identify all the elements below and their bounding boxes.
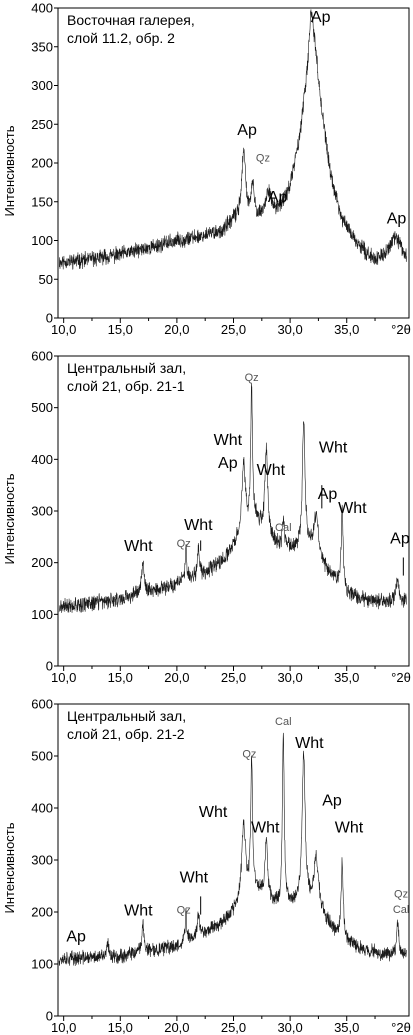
plot-frame [57,703,410,1017]
peak-label-wht: Wht [124,903,153,920]
peak-label-wht: Wht [295,735,324,752]
x-tick-label: 10,0 [51,670,76,685]
x-unit-label: °2θ [391,1020,411,1035]
y-tick-label: 0 [46,311,53,326]
peak-label-wht: Wht [184,517,213,534]
x-tick-label: 30,0 [277,1020,302,1035]
panel-title-line: слой 11.2, обр. 2 [67,30,175,46]
peak-label-qz: Qz [177,538,191,550]
x-unit-label: °2θ [391,670,411,685]
y-tick-label: 200 [31,555,53,570]
peak-label-wht: Wht [124,538,153,555]
y-tick-label: 0 [46,659,53,674]
xrd-panel-2: 0 100 200 300 400 500 600 10,0 15,0 20,0 25,0 30,0 3… [2,349,411,686]
y-axis-label: Интенсивность [2,125,17,216]
x-tick-label: 25,0 [221,670,246,685]
x-tick-label: 20,0 [164,670,189,685]
x-tick-label: 15,0 [108,670,133,685]
diffraction-pattern [58,732,407,966]
peak-label-ap: Ap [322,792,342,809]
peak-label-wht: Wht [319,440,348,457]
y-tick-label: 300 [31,504,53,519]
y-tick-label: 400 [31,452,53,467]
peak-label-ap: Ap [390,531,410,548]
panel-title-line: слой 21, обр. 21-2 [67,726,185,742]
y-axis-label: Интенсивность [2,822,17,913]
peak-label-cal: Cal [275,716,292,728]
y-tick-label: 300 [31,78,53,93]
plot-frame [57,7,410,319]
peak-label-ap: Ap [387,210,407,227]
y-tick-label: 500 [31,400,53,415]
peak-label-wht: Wht [180,869,209,886]
y-tick-label: 0 [46,1009,53,1024]
peak-label-ap: Ap [218,455,238,472]
peak-label-qz: Qz [242,749,256,761]
y-tick-label: 500 [31,749,53,764]
y-tick-label: 200 [31,156,53,171]
xrd-panel-1: 0 50 100 150 200 250 300 350 400 10,0 15,0 20,0 25,0… [2,1,411,338]
x-tick-label: 35,0 [334,670,359,685]
y-tick-label: 400 [31,801,53,816]
x-tick-label: 15,0 [108,1020,133,1035]
panel-title-line: Центральный зал, [67,708,186,724]
x-tick-label: 35,0 [334,1020,359,1035]
panel-title-line: Восточная галерея, [67,12,195,28]
x-tick-label: 15,0 [108,322,133,337]
peak-label-cal: Cal [275,522,292,534]
y-tick-label: 100 [31,233,53,248]
x-unit-label: °2θ [391,322,411,337]
y-tick-label: 50 [39,272,53,287]
panel-title-line: Центральный зал, [67,360,186,376]
x-tick-label: 35,0 [334,322,359,337]
y-tick-label: 600 [31,349,53,364]
plot-frame [57,355,410,667]
peak-label-wht: Wht [257,462,286,479]
y-tick-label: 250 [31,117,53,132]
peak-label-wht: Wht [338,500,367,517]
peak-label-qz: Qz [177,905,191,917]
y-tick-label: 100 [31,957,53,972]
y-tick-label: 350 [31,39,53,54]
y-tick-label: 600 [31,697,53,712]
x-tick-label: 20,0 [164,1020,189,1035]
x-tick-label: 20,0 [164,322,189,337]
y-axis-label: Интенсивность [2,473,17,564]
x-tick-label: 10,0 [51,1020,76,1035]
x-tick-label: 30,0 [277,670,302,685]
peak-label-ap: Ap [66,929,86,946]
y-tick-label: 200 [31,905,53,920]
peak-label-ap: Ap [237,122,257,139]
peak-label-wht: Wht [251,819,280,836]
peak-label-ap: Ap [318,486,338,503]
peak-label-ap: Ap [268,189,288,206]
peak-label-qz: Qz [245,372,259,384]
y-tick-label: 150 [31,194,53,209]
x-tick-label: 25,0 [221,1020,246,1035]
x-tick-label: 30,0 [277,322,302,337]
diffraction-pattern [58,9,407,270]
x-tick-label: 25,0 [221,322,246,337]
x-tick-label: 10,0 [51,322,76,337]
peak-label-cal: Cal [393,904,410,916]
panel-title-line: слой 21, обр. 21-1 [67,378,185,394]
diffraction-pattern [58,382,407,613]
peak-label-wht: Wht [335,819,364,836]
peak-label-qz: Qz [394,888,408,900]
xrd-panel-3: 0 100 200 300 400 500 600 10,0 15,0 20,0 25,0 30,0 3… [2,697,411,1035]
y-tick-label: 100 [31,607,53,622]
peak-label-wht: Wht [199,804,228,821]
peak-label-ap: Ap [311,9,331,26]
y-tick-label: 300 [31,853,53,868]
y-tick-label: 400 [31,1,53,16]
peak-label-wht: Wht [214,432,243,449]
peak-label-qz: Qz [256,152,270,164]
